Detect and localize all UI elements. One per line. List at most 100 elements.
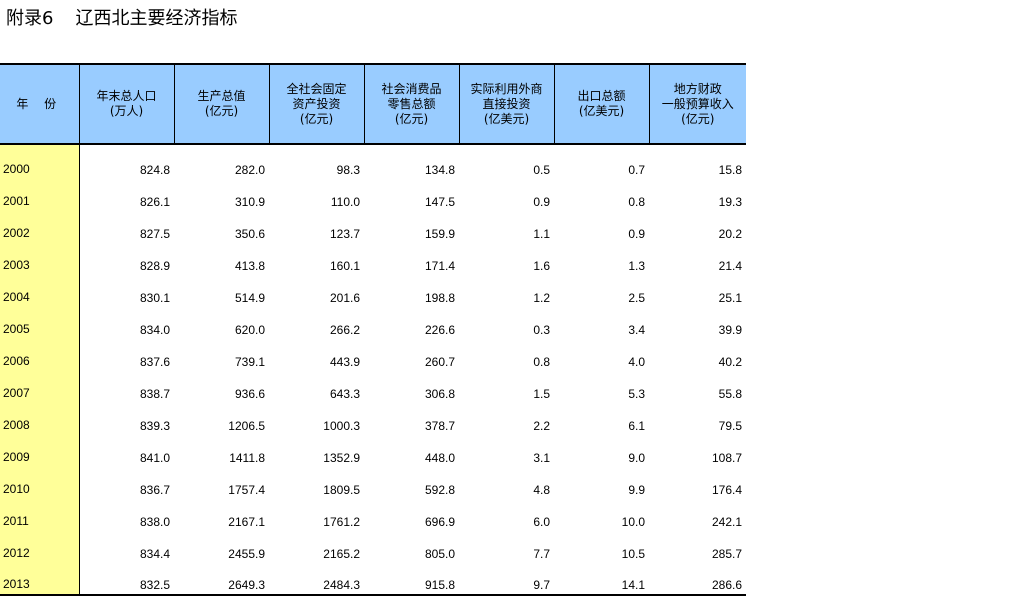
- fiscal-revenue-cell: 285.7: [711, 547, 742, 561]
- exports-cell: 10.0: [621, 515, 645, 529]
- fiscal-revenue-cell: 21.4: [718, 259, 742, 273]
- header-line: 生产总值: [197, 89, 246, 103]
- retail-sales-cell: 260.7: [424, 355, 455, 369]
- population-cell: 837.6: [139, 355, 170, 369]
- year-cell: 2001: [0, 179, 80, 211]
- exports-cell: 14.1: [554, 563, 649, 596]
- fdi-cell: 3.1: [533, 451, 550, 465]
- fdi-cell: 1.1: [533, 227, 550, 241]
- header-line: 实际利用外商: [470, 81, 543, 96]
- retail-sales-cell: 159.9: [424, 227, 455, 241]
- year-label: 2000: [3, 162, 30, 176]
- header-line: 年 份: [16, 96, 63, 111]
- fdi-header: 实际利用外商 直接投资 (亿美元): [458, 63, 554, 145]
- table-row: 2007 838.7 936.6 643.3 306.8 1.5 5.3 55.8: [0, 371, 746, 403]
- year-label: 2009: [3, 450, 30, 464]
- header-line: 年末总人口: [96, 89, 157, 103]
- fixed-investment-cell: 201.6: [329, 291, 360, 305]
- table-row: 2006 837.6 739.1 443.9 260.7 0.8 4.0 40.2: [0, 339, 746, 371]
- retail-sales-cell: 226.6: [424, 323, 455, 337]
- table-row: 2012 834.4 2455.9 2165.2 805.0 7.7 10.5 285.7: [0, 531, 746, 563]
- year-label: 2011: [3, 514, 29, 528]
- fiscal-revenue-header: 地方财政 一般预算收入 (亿元): [648, 63, 746, 145]
- header-line: (万人): [109, 104, 144, 118]
- fdi-cell: 0.9: [533, 195, 550, 209]
- fdi-cell: 7.7: [533, 547, 550, 561]
- gdp-cell: 350.6: [234, 227, 265, 241]
- population-cell: 836.7: [139, 483, 170, 497]
- population-cell: 838.7: [139, 387, 170, 401]
- table-row: 2000 824.8 282.0 98.3 134.8 0.5 0.7 15.8: [0, 144, 746, 179]
- year-label: 2013: [3, 577, 30, 591]
- fiscal-revenue-cell: 242.1: [711, 515, 742, 529]
- indicator-table-container: 年 份年末总人口 (万人) 生产总值 (亿元) 全社会固定 资产投资 (亿元) 社会消费品 零售…: [0, 63, 746, 596]
- fixed-investment-cell: 1000.3: [323, 419, 360, 433]
- retail-sales-cell: 378.7: [424, 419, 455, 433]
- retail-sales-header: 社会消费品 零售总额 (亿元): [363, 63, 459, 145]
- table-header-row: 年 份年末总人口 (万人) 生产总值 (亿元) 全社会固定 资产投资 (亿元) 社会消费品 零售…: [0, 63, 746, 145]
- fiscal-revenue-cell: 108.7: [711, 451, 742, 465]
- header-line: (亿美元): [483, 111, 530, 126]
- exports-cell: 0.8: [628, 195, 645, 209]
- fixed-investment-cell: 160.1: [329, 259, 360, 273]
- header-line: 出口总额: [577, 89, 626, 103]
- fdi-cell: 1.6: [533, 259, 550, 273]
- year-label: 2008: [3, 418, 30, 432]
- table-row: 2001 826.1 310.9 110.0 147.5 0.9 0.8 19.3: [0, 179, 746, 211]
- fdi-cell: 0.5: [533, 163, 550, 177]
- retail-sales-cell: 805.0: [424, 547, 455, 561]
- fixed-investment-cell: 2165.2: [323, 547, 360, 561]
- fdi-cell: 4.8: [533, 483, 550, 497]
- year-label: 2003: [3, 258, 30, 272]
- fdi-cell: 1.5: [533, 387, 550, 401]
- retail-sales-cell: 696.9: [424, 515, 455, 529]
- table-row: 2010 836.7 1757.4 1809.5 592.8 4.8 9.9 176.4: [0, 467, 746, 499]
- gdp-cell: 739.1: [234, 355, 265, 369]
- population-header: 年末总人口 (万人): [78, 63, 174, 145]
- year-cell: 2005: [0, 307, 80, 339]
- year-cell: 2012: [0, 531, 80, 563]
- year-label: 2012: [3, 546, 30, 560]
- fiscal-revenue-cell: 55.8: [718, 387, 742, 401]
- header-line: 一般预算收入: [661, 96, 734, 111]
- year-label: 2004: [3, 290, 30, 304]
- gdp-cell: 514.9: [234, 291, 265, 305]
- gdp-cell: 620.0: [234, 323, 265, 337]
- header-line: (亿元): [204, 104, 239, 118]
- gdp-cell: 1411.8: [229, 451, 265, 465]
- year-label: 2005: [3, 322, 30, 336]
- table-row: 2009 841.0 1411.8 1352.9 448.0 3.1 9.0 108.7: [0, 435, 746, 467]
- fixed-investment-cell: 1809.5: [323, 483, 360, 497]
- fdi-cell: 6.0: [533, 515, 550, 529]
- year-cell: 2007: [0, 371, 80, 403]
- population-cell: 828.9: [139, 259, 170, 273]
- retail-sales-cell: 592.8: [424, 483, 455, 497]
- retail-sales-cell: 198.8: [424, 291, 455, 305]
- population-cell: 830.1: [139, 291, 170, 305]
- year-label: 2007: [3, 386, 30, 400]
- year-cell: 2009: [0, 435, 80, 467]
- exports-cell: 3.4: [628, 323, 645, 337]
- exports-cell: 6.1: [628, 419, 645, 433]
- fixed-investment-cell: 110.0: [330, 195, 360, 209]
- gdp-cell: 282.0: [234, 163, 265, 177]
- population-cell: 832.5: [79, 563, 174, 596]
- title-text: 辽西北主要经济指标: [75, 8, 238, 29]
- fiscal-revenue-cell: 19.3: [718, 195, 742, 209]
- year-cell: 2002: [0, 211, 80, 243]
- fixed-investment-cell: 266.2: [329, 323, 360, 337]
- exports-cell: 4.0: [628, 355, 645, 369]
- year-cell: 2003: [0, 243, 80, 275]
- year-cell: 2006: [0, 339, 80, 371]
- year-cell: 2008: [0, 403, 80, 435]
- population-cell: 827.5: [139, 227, 170, 241]
- fixed-investment-cell: 98.3: [336, 163, 360, 177]
- year-label: 2002: [3, 226, 30, 240]
- header-line: 全社会固定: [286, 81, 347, 96]
- population-cell: 834.4: [139, 547, 170, 561]
- header-line: 地方财政: [673, 81, 722, 96]
- gdp-cell: 2455.9: [228, 547, 265, 561]
- gdp-header: 生产总值 (亿元): [173, 63, 269, 145]
- fiscal-revenue-cell: 39.9: [718, 323, 742, 337]
- year-label: 2006: [3, 354, 30, 368]
